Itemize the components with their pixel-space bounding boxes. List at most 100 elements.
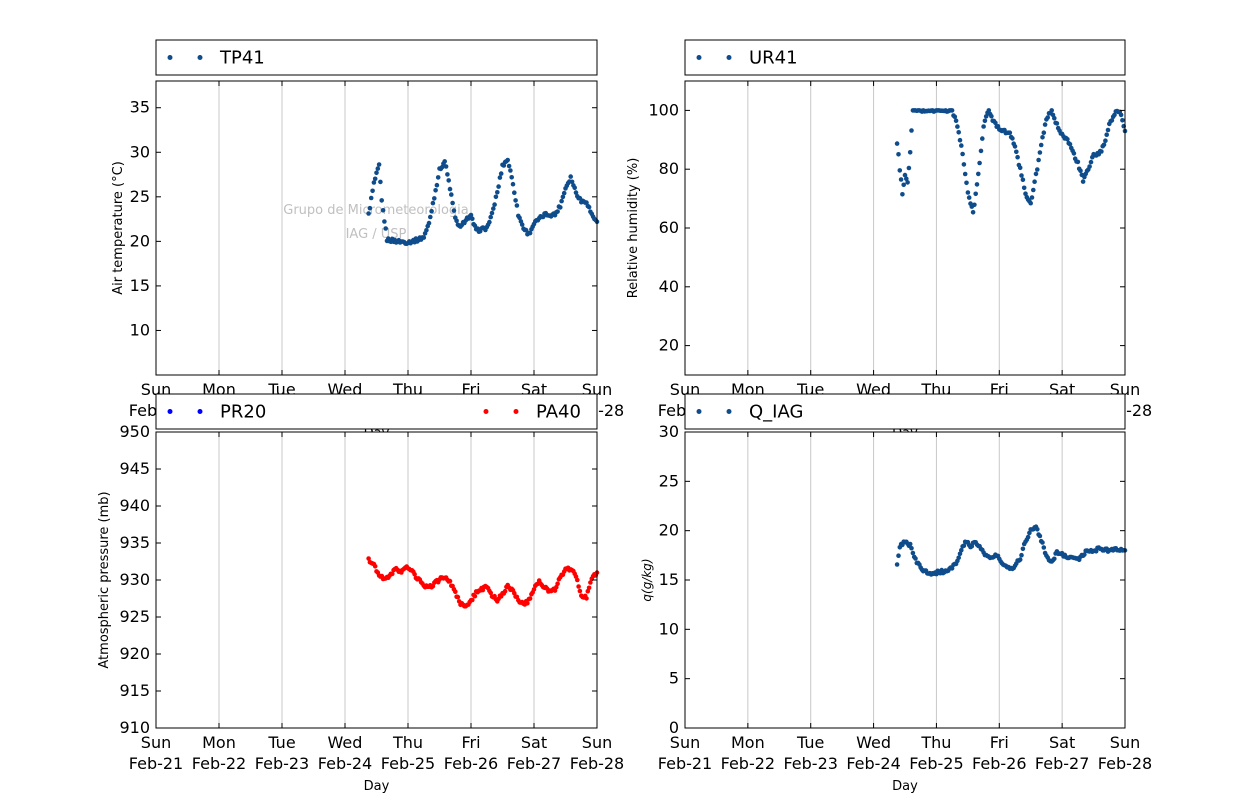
- data-point: [1045, 115, 1050, 120]
- y-tick-label: 35: [130, 98, 150, 117]
- data-point: [372, 176, 378, 182]
- data-point: [445, 172, 450, 177]
- series-TP41: [366, 157, 600, 246]
- data-point: [488, 214, 494, 220]
- data-point: [379, 198, 385, 203]
- data-point: [383, 226, 389, 231]
- data-point: [527, 596, 533, 601]
- data-point: [1012, 144, 1018, 149]
- data-point: [1029, 195, 1035, 200]
- data-point: [432, 196, 437, 201]
- data-point: [1082, 552, 1087, 557]
- data-point: [1071, 151, 1077, 156]
- x-tick-label-day: Sat: [521, 733, 547, 752]
- legend-marker: [696, 55, 702, 60]
- data-point: [1104, 132, 1109, 137]
- data-point: [560, 194, 566, 200]
- y-tick-label: 20: [659, 336, 679, 355]
- data-point: [509, 175, 514, 180]
- data-point: [952, 114, 958, 120]
- data-point: [468, 212, 474, 218]
- data-point: [366, 556, 371, 561]
- data-point: [1040, 540, 1045, 545]
- y-tick-label: 930: [119, 570, 150, 589]
- data-point: [1041, 545, 1047, 550]
- x-tick-label-date: Feb-22: [721, 754, 775, 773]
- chart-panel-3: 910 915 920 925 930 935 940 945 950 Sun Feb-21 Mon F…: [97, 393, 624, 794]
- data-point: [513, 198, 518, 203]
- data-point: [443, 164, 449, 169]
- data-point: [584, 596, 589, 601]
- data-point: [909, 128, 914, 133]
- data-point: [1038, 142, 1044, 148]
- legend-label: Q_IAG: [749, 402, 803, 423]
- data-point: [1052, 556, 1057, 562]
- data-point: [527, 230, 533, 236]
- data-point: [982, 118, 988, 124]
- data-point: [989, 113, 994, 119]
- data-point: [576, 584, 581, 589]
- data-point: [502, 588, 508, 594]
- data-point: [380, 208, 386, 213]
- data-point: [575, 577, 580, 583]
- y-tick-label: 940: [119, 496, 150, 515]
- x-tick-label-date: Feb-27: [507, 754, 561, 773]
- data-point: [957, 551, 963, 557]
- data-point: [981, 124, 986, 129]
- data-point: [1037, 533, 1043, 539]
- y-tick-label: 30: [130, 142, 150, 161]
- data-point: [555, 581, 560, 586]
- watermark-line1: Grupo de Micrometeorologia: [283, 203, 469, 218]
- data-point: [902, 172, 908, 178]
- data-point: [1080, 179, 1086, 184]
- data-point: [1054, 121, 1060, 126]
- data-point: [962, 171, 968, 177]
- data-point: [1088, 159, 1094, 165]
- data-point: [983, 114, 989, 119]
- data-point: [382, 219, 387, 224]
- legend-marker: [726, 55, 732, 60]
- data-point: [390, 571, 395, 577]
- legend-marker: [197, 55, 203, 60]
- data-point: [1078, 168, 1083, 173]
- y-axis-label: Relative humidity (%): [626, 158, 641, 299]
- x-tick-label-day: Fri: [990, 733, 1009, 752]
- data-point: [956, 555, 961, 561]
- y-tick-label: 15: [659, 570, 679, 589]
- data-point: [519, 222, 525, 227]
- data-point: [449, 192, 454, 197]
- x-tick-label-day: Wed: [328, 733, 363, 752]
- data-point: [577, 588, 583, 594]
- data-point: [554, 584, 559, 590]
- data-point: [412, 571, 417, 577]
- plot-frame: [155, 80, 598, 376]
- data-point: [959, 547, 964, 553]
- data-point: [510, 181, 516, 187]
- data-point: [1112, 112, 1117, 118]
- data-point: [372, 564, 378, 569]
- data-point: [531, 587, 537, 592]
- data-point: [1010, 136, 1015, 141]
- legend-marker: [696, 409, 702, 414]
- data-point: [1052, 115, 1057, 121]
- legend: PR20 PA40: [155, 393, 598, 430]
- plot-area: [156, 432, 597, 728]
- data-point: [517, 215, 522, 221]
- data-point: [904, 176, 909, 181]
- plot-area: [685, 81, 1125, 375]
- data-point: [588, 580, 593, 585]
- x-tick-label-day: Tue: [796, 733, 824, 752]
- data-point: [907, 541, 913, 547]
- data-point: [1087, 164, 1092, 169]
- legend: UR41: [684, 39, 1126, 76]
- data-point: [1118, 112, 1124, 118]
- data-point: [367, 205, 373, 211]
- data-point: [1105, 127, 1111, 133]
- data-point: [559, 198, 564, 204]
- x-tick-label-date: Feb-28: [1098, 754, 1152, 773]
- data-point: [959, 143, 964, 148]
- data-point: [1036, 157, 1041, 163]
- data-point: [1028, 200, 1033, 206]
- data-point: [1042, 122, 1048, 127]
